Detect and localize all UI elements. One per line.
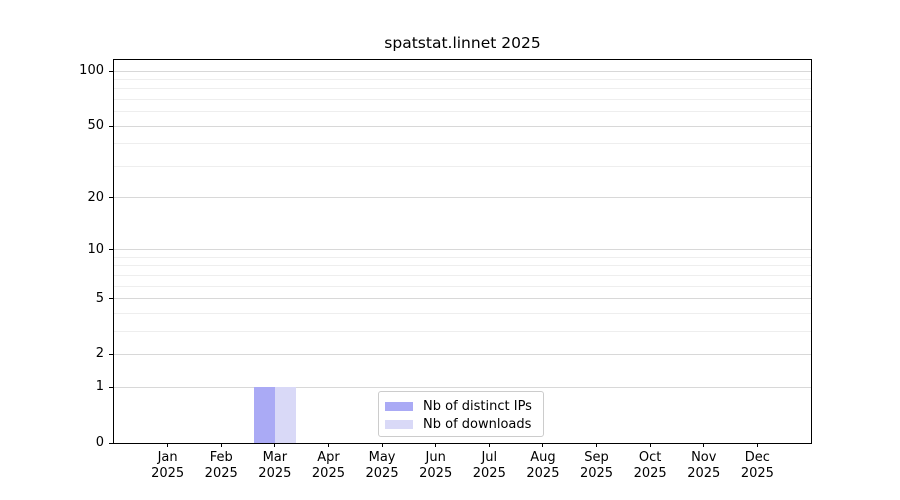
- x-tick: [274, 443, 276, 447]
- y-tick: [109, 298, 113, 300]
- gridline-minor: [114, 256, 811, 258]
- x-tick-label-month: Apr: [317, 450, 340, 465]
- x-tick-label: Jan 2025: [138, 450, 198, 482]
- x-tick-label-month: Nov: [691, 450, 717, 465]
- x-tick: [220, 443, 222, 447]
- x-tick-label-month: Aug: [530, 450, 556, 465]
- x-tick: [435, 443, 437, 447]
- legend: Nb of distinct IPs Nb of downloads: [378, 391, 544, 437]
- x-tick-label-month: Mar: [262, 450, 288, 465]
- gridline-minor: [114, 312, 811, 314]
- x-tick-label-month: Dec: [744, 450, 770, 465]
- y-tick: [109, 125, 113, 127]
- y-tick-label: 0: [95, 435, 104, 450]
- x-tick: [649, 443, 651, 447]
- x-tick-label-year: 2025: [419, 466, 453, 481]
- y-tick-label: 5: [95, 290, 104, 306]
- gridline-minor: [114, 274, 811, 276]
- x-tick-label: Oct 2025: [620, 450, 680, 482]
- x-tick-label: May 2025: [352, 450, 412, 482]
- x-tick-label: Dec 2025: [727, 450, 787, 482]
- x-tick: [542, 443, 544, 447]
- gridline-minor: [114, 165, 811, 167]
- x-tick-label-month: Feb: [209, 450, 233, 465]
- x-tick-label: Mar 2025: [245, 450, 305, 482]
- bar-distinct-ips: [253, 387, 275, 443]
- y-tick-label: 20: [87, 189, 104, 205]
- gridline-minor: [114, 265, 811, 267]
- x-tick: [327, 443, 329, 447]
- y-tick-label: 1: [95, 379, 104, 395]
- y-tick: [109, 442, 113, 444]
- x-tick-label-month: Jun: [425, 450, 446, 465]
- x-tick-label: Jul 2025: [459, 450, 519, 482]
- x-tick-label: Aug 2025: [513, 450, 573, 482]
- x-tick: [167, 443, 169, 447]
- x-tick: [381, 443, 383, 447]
- y-tick: [109, 197, 113, 199]
- y-tick-label: 2: [95, 346, 104, 362]
- x-tick-label: Sep 2025: [567, 450, 627, 482]
- gridline-minor: [114, 285, 811, 287]
- gridline-major: [114, 353, 811, 355]
- x-tick-label-year: 2025: [311, 466, 345, 481]
- gridline-minor: [114, 88, 811, 90]
- plot-area: [113, 59, 812, 444]
- y-tick-label: 100: [79, 63, 104, 79]
- x-tick-label-month: Jan: [157, 450, 178, 465]
- x-tick-label-year: 2025: [472, 466, 506, 481]
- gridline-major: [114, 197, 811, 199]
- x-tick-label-year: 2025: [740, 466, 774, 481]
- x-tick-label-month: Oct: [638, 450, 662, 465]
- x-tick-label-year: 2025: [151, 466, 185, 481]
- gridline-major: [114, 125, 811, 127]
- x-tick-label: Apr 2025: [298, 450, 358, 482]
- legend-entry-distinct-ips: Nb of distinct IPs: [385, 397, 535, 415]
- x-tick-label: Nov 2025: [674, 450, 734, 482]
- x-tick: [756, 443, 758, 447]
- y-tick: [109, 353, 113, 355]
- y-tick: [109, 70, 113, 72]
- x-tick-label: Jun 2025: [406, 450, 466, 482]
- y-tick: [109, 249, 113, 251]
- y-tick-label: 50: [87, 118, 104, 134]
- x-tick-label-year: 2025: [204, 466, 238, 481]
- legend-label-downloads: Nb of downloads: [423, 416, 532, 432]
- gridline-major: [114, 249, 811, 251]
- x-tick-label-year: 2025: [526, 466, 560, 481]
- gridline-major: [114, 70, 811, 72]
- legend-swatch-distinct-ips: [385, 401, 413, 411]
- gridline-major: [114, 386, 811, 388]
- x-tick-label-month: Sep: [584, 450, 609, 465]
- x-tick-label-month: Jul: [481, 450, 498, 465]
- bar-downloads: [274, 387, 296, 443]
- gridline-minor: [114, 111, 811, 113]
- gridline-major: [114, 298, 811, 300]
- x-tick: [596, 443, 598, 447]
- chart-title: spatstat.linnet 2025: [384, 34, 541, 52]
- x-tick: [488, 443, 490, 447]
- y-tick: [109, 386, 113, 388]
- x-tick-label-year: 2025: [687, 466, 721, 481]
- x-tick: [703, 443, 705, 447]
- legend-entry-downloads: Nb of downloads: [385, 415, 535, 433]
- legend-label-distinct-ips: Nb of distinct IPs: [423, 398, 532, 414]
- legend-swatch-downloads: [385, 419, 413, 429]
- x-tick-label-year: 2025: [365, 466, 399, 481]
- x-tick-label-month: May: [368, 450, 396, 465]
- gridline-minor: [114, 79, 811, 81]
- x-tick-label-year: 2025: [579, 466, 614, 481]
- gridline-minor: [114, 143, 811, 145]
- x-tick-label-year: 2025: [258, 466, 292, 481]
- x-tick-label-year: 2025: [633, 466, 667, 481]
- gridline-minor: [114, 330, 811, 332]
- x-tick-label: Feb 2025: [191, 450, 251, 482]
- gridline-minor: [114, 99, 811, 101]
- y-tick-label: 10: [87, 241, 104, 257]
